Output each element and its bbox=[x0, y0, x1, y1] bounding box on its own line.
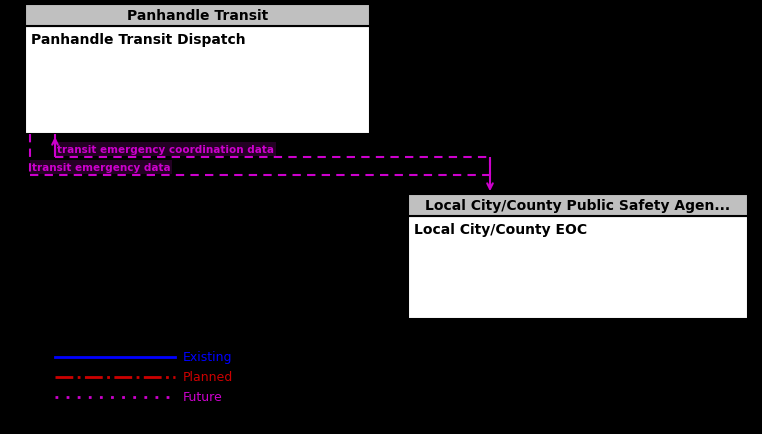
Text: transit emergency data: transit emergency data bbox=[32, 163, 171, 173]
Text: Existing: Existing bbox=[183, 351, 232, 364]
Bar bbox=[25, 27, 370, 135]
Text: Local City/County EOC: Local City/County EOC bbox=[414, 223, 588, 237]
Text: Future: Future bbox=[183, 391, 223, 404]
Text: transit emergency coordination data: transit emergency coordination data bbox=[57, 145, 274, 155]
Text: Planned: Planned bbox=[183, 371, 233, 384]
Bar bbox=[408, 217, 748, 319]
Bar bbox=[408, 194, 748, 217]
Text: Panhandle Transit: Panhandle Transit bbox=[127, 9, 268, 23]
Text: Panhandle Transit Dispatch: Panhandle Transit Dispatch bbox=[31, 33, 245, 47]
Bar bbox=[25, 5, 370, 27]
Text: Local City/County Public Safety Agen...: Local City/County Public Safety Agen... bbox=[425, 198, 731, 213]
